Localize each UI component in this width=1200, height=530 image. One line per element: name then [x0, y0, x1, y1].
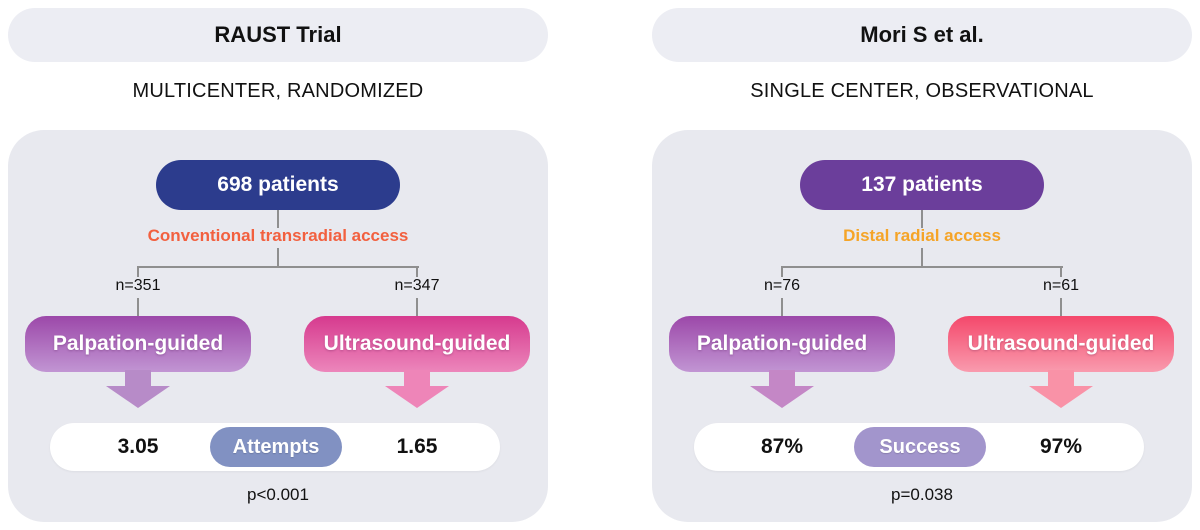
connector-line-horizontal [781, 266, 1063, 268]
patients-pill: 698 patients [156, 160, 400, 210]
study-title-pill: Mori S et al. [652, 8, 1192, 62]
connector-stub-right [416, 266, 418, 277]
connector-line-mid [277, 248, 279, 266]
connector-stub-left-lower [781, 298, 783, 316]
down-arrow-icon [385, 370, 449, 408]
access-route-label: Conventional transradial access [147, 226, 409, 245]
arm-pill-palpation: Palpation-guided [25, 316, 251, 372]
arm-n-right: n=347 [394, 277, 440, 294]
patients-count: 698 patients [217, 173, 339, 196]
connector-line-top [921, 210, 923, 228]
connector-line-horizontal [137, 266, 419, 268]
study-title: Mori S et al. [860, 22, 984, 47]
patients-count: 137 patients [861, 173, 983, 196]
connector-line-top [277, 210, 279, 228]
access-route-label: Distal radial access [843, 226, 1001, 245]
study-panel-mori: Mori S et al. SINGLE CENTER, OBSERVATION… [652, 8, 1192, 522]
patients-pill: 137 patients [800, 160, 1044, 210]
connector-stub-right-lower [416, 298, 418, 316]
study-design-label: MULTICENTER, RANDOMIZED [132, 80, 424, 102]
down-arrow-icon [106, 370, 170, 408]
connector-stub-right [1060, 266, 1062, 277]
arm-pill-ultrasound: Ultrasound-guided [948, 316, 1174, 372]
result-value-right: 1.65 [396, 435, 438, 458]
connector-line-mid [921, 248, 923, 266]
flow-card: 698 patients Conventional transradial ac… [8, 130, 548, 522]
p-value-label: p<0.001 [247, 485, 309, 504]
flow-card: 137 patients Distal radial access n=76 n… [652, 130, 1192, 522]
result-value-left: 3.05 [117, 435, 159, 458]
study-title-pill: RAUST Trial [8, 8, 548, 62]
down-arrow-icon [1029, 370, 1093, 408]
arm-n-right: n=61 [1042, 277, 1080, 294]
connector-stub-left [137, 266, 139, 277]
down-arrow-icon [750, 370, 814, 408]
metric-label-pill: Attempts [210, 427, 342, 467]
connector-stub-left-lower [137, 298, 139, 316]
metric-label-pill: Success [854, 427, 986, 467]
p-value-label: p=0.038 [891, 485, 953, 504]
result-value-left: 87% [760, 435, 804, 458]
arm-pill-ultrasound: Ultrasound-guided [304, 316, 530, 372]
study-title: RAUST Trial [214, 22, 342, 47]
arm-n-left: n=76 [763, 277, 801, 294]
study-design-label: SINGLE CENTER, OBSERVATIONAL [750, 80, 1094, 102]
arm-n-left: n=351 [115, 277, 161, 294]
connector-stub-right-lower [1060, 298, 1062, 316]
connector-stub-left [781, 266, 783, 277]
arm-pill-palpation: Palpation-guided [669, 316, 895, 372]
study-panel-raust: RAUST Trial MULTICENTER, RANDOMIZED 698 … [8, 8, 548, 522]
result-value-right: 97% [1039, 435, 1083, 458]
